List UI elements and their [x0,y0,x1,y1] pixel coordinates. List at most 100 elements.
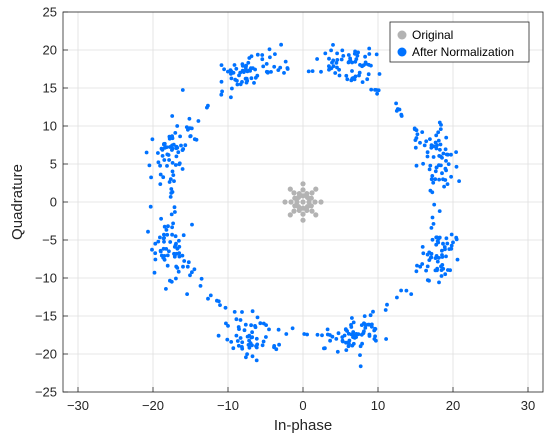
normalized-point [367,52,372,56]
normalized-point [190,270,194,275]
normalized-point [234,66,239,71]
normalized-point [339,57,344,62]
normalized-point [351,330,356,334]
normalized-point [254,336,259,341]
normalized-point [170,169,175,174]
normalized-point [282,71,286,75]
normalized-point [431,222,436,226]
normalized-point [283,59,288,64]
normalized-point [192,267,197,272]
normalized-point [409,292,414,296]
original-point [288,199,294,205]
original-point [308,203,314,209]
normalized-point [376,88,381,93]
original-point [287,186,293,192]
normalized-point [432,202,437,207]
normalized-point [273,52,277,56]
normalized-point [384,337,388,341]
normalized-point [255,315,260,320]
normalized-point [253,75,258,80]
normalized-point [374,52,379,57]
normalized-point [264,335,268,339]
normalized-point [348,56,352,61]
normalized-point [158,182,163,187]
normalized-point [274,347,279,352]
normalized-point [331,64,336,69]
y-tick-label: −20 [35,347,57,362]
normalized-point [168,240,173,244]
normalized-point [150,247,154,252]
normalized-point [440,263,445,267]
normalized-point [449,232,454,237]
normalized-point [240,340,245,345]
legend-label-original: Original [412,28,453,42]
original-point [292,203,298,209]
normalized-point [248,341,253,345]
original-point [296,191,302,197]
normalized-point [234,333,239,338]
normalized-point [236,325,241,329]
normalized-point [437,280,441,285]
normalized-point [174,146,179,151]
normalized-point [269,70,273,74]
normalized-point [164,228,169,232]
normalized-point [162,141,167,146]
normalized-point [167,134,172,139]
normalized-point [277,342,281,347]
normalized-point [306,69,311,74]
normalized-point [243,76,248,81]
normalized-point [375,91,379,96]
normalized-point [350,76,355,81]
normalized-point [173,163,178,167]
normalized-point [172,179,176,184]
normalized-point [172,254,177,259]
normalized-point [319,69,323,74]
normalized-point [174,276,178,281]
normalized-point [165,152,170,157]
normalized-point [349,323,353,327]
normalized-point [433,256,438,260]
normalized-point [428,188,433,193]
normalized-point [449,152,453,157]
normalized-point [454,150,458,155]
normalized-point [161,246,166,251]
normalized-point [240,68,245,73]
original-series [282,181,324,223]
normalized-point [420,262,425,266]
normalized-point [229,72,233,76]
normalized-point [170,143,175,148]
normalized-point [169,212,174,217]
normalized-point [325,332,330,337]
normalized-point [253,325,258,330]
normalized-point [320,333,324,338]
normalized-point [177,238,181,243]
normalized-point [185,292,190,296]
normalized-point [350,316,354,320]
original-point [318,199,324,205]
normalized-point [331,43,335,47]
normalized-point [219,92,224,97]
y-tick-label: 0 [50,195,57,210]
normalized-point [371,309,375,314]
normalized-point [156,239,161,244]
normalized-point [350,60,354,65]
normalized-point [243,65,248,70]
normalized-point [443,247,447,252]
normalized-point [435,268,439,273]
normalized-point [366,72,371,77]
x-tick-label: −20 [142,398,164,413]
normalized-point [434,133,439,138]
x-tick-label: 30 [521,398,535,413]
normalized-point [235,339,240,343]
normalized-point [443,272,448,277]
normalized-point [425,264,430,269]
original-point [300,205,306,211]
normalized-point [370,322,374,327]
normalized-point [153,241,158,246]
normalized-point [243,322,248,327]
normalized-point [429,255,434,260]
y-tick-label: −5 [42,233,57,248]
normalized-point [344,340,348,345]
normalized-point [451,240,455,245]
normalized-point [231,346,236,351]
